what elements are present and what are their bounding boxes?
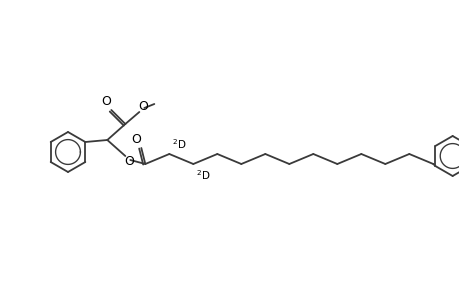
Text: O: O	[124, 154, 134, 167]
Text: $^{2}$D: $^{2}$D	[196, 168, 210, 182]
Text: O: O	[131, 133, 141, 146]
Text: $^{2}$D: $^{2}$D	[172, 137, 186, 151]
Text: O: O	[138, 100, 148, 112]
Text: O: O	[101, 94, 111, 107]
